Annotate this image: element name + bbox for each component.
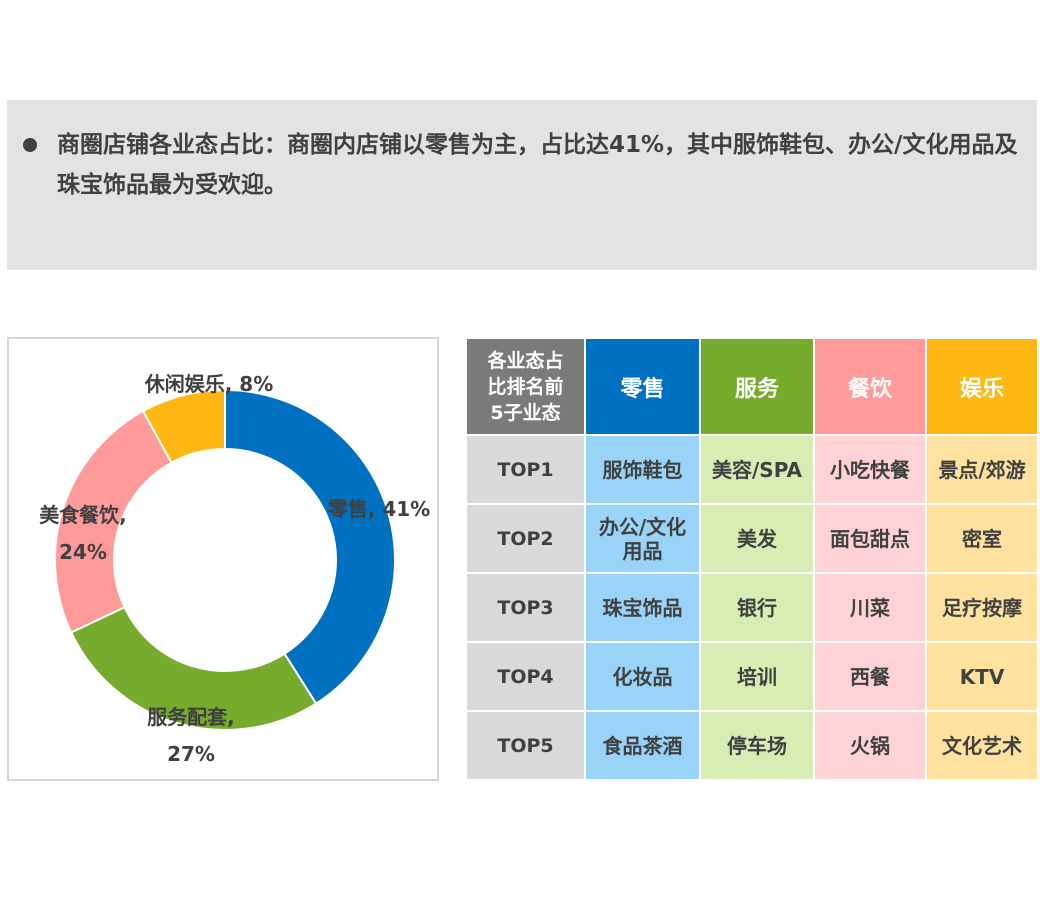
table-row: TOP2 办公/文化用品 美发 面包甜点 密室 bbox=[465, 503, 1039, 574]
rank-label: TOP1 bbox=[465, 434, 586, 505]
bullet-icon bbox=[23, 138, 37, 152]
donut-slice-service bbox=[69, 605, 318, 731]
column-header-entertainment: 娱乐 bbox=[925, 337, 1039, 436]
table-cell: 美容/SPA bbox=[699, 434, 815, 505]
corner-label: 各业态占比排名前5子业态 bbox=[487, 349, 564, 424]
table-cell: 珠宝饰品 bbox=[584, 572, 701, 643]
donut-chart: 零售, 41% 服务配套, 27% 美食餐饮, 24% 休闲娱乐, 8% bbox=[39, 372, 430, 766]
rank-label: TOP2 bbox=[465, 503, 586, 574]
data-label-service: 服务配套, 27% bbox=[147, 705, 235, 766]
rank-label: TOP5 bbox=[465, 710, 586, 781]
data-label-dining: 美食餐饮, 24% bbox=[39, 503, 127, 564]
table-cell: 服饰鞋包 bbox=[584, 434, 701, 505]
donut-slice-retail bbox=[224, 388, 397, 705]
rank-label: TOP4 bbox=[465, 641, 586, 712]
table-cell: 办公/文化用品 bbox=[584, 503, 701, 574]
data-label-entertainment: 休闲娱乐, 8% bbox=[144, 372, 274, 396]
table-header-row: 各业态占比排名前5子业态 零售 服务 餐饮 娱乐 bbox=[465, 337, 1039, 436]
table-row: TOP5 食品茶酒 停车场 火锅 文化艺术 bbox=[465, 710, 1039, 781]
table-cell: 停车场 bbox=[699, 710, 815, 781]
column-header-dining: 餐饮 bbox=[813, 337, 927, 436]
table-cell: 密室 bbox=[925, 503, 1039, 574]
table-row: TOP3 珠宝饰品 银行 川菜 足疗按摩 bbox=[465, 572, 1039, 643]
table-cell: 西餐 bbox=[813, 641, 927, 712]
table-cell: 化妆品 bbox=[584, 641, 701, 712]
table-cell: 小吃快餐 bbox=[813, 434, 927, 505]
summary-text: 商圈店铺各业态占比：商圈内店铺以零售为主，占比达41%，其中服饰鞋包、办公/文化… bbox=[57, 132, 1018, 198]
table-cell: 银行 bbox=[699, 572, 815, 643]
table-row: TOP1 服饰鞋包 美容/SPA 小吃快餐 景点/郊游 bbox=[465, 434, 1039, 505]
data-label-retail: 零售, 41% bbox=[327, 497, 430, 521]
table-cell: 火锅 bbox=[813, 710, 927, 781]
table-cell: 美发 bbox=[699, 503, 815, 574]
rank-label: TOP3 bbox=[465, 572, 586, 643]
table-cell: 食品茶酒 bbox=[584, 710, 701, 781]
subcategory-table-panel: 各业态占比排名前5子业态 零售 服务 餐饮 娱乐 TOP1 服饰鞋包 美容/SP… bbox=[465, 337, 1039, 781]
table-cell: KTV bbox=[925, 641, 1039, 712]
table-cell: 足疗按摩 bbox=[925, 572, 1039, 643]
donut-chart-panel: 零售, 41% 服务配套, 27% 美食餐饮, 24% 休闲娱乐, 8% bbox=[7, 337, 439, 781]
table-cell: 培训 bbox=[699, 641, 815, 712]
table-cell: 面包甜点 bbox=[813, 503, 927, 574]
table-cell: 川菜 bbox=[813, 572, 927, 643]
column-header-service: 服务 bbox=[699, 337, 815, 436]
table-corner-header: 各业态占比排名前5子业态 bbox=[465, 337, 586, 436]
table-row: TOP4 化妆品 培训 西餐 KTV bbox=[465, 641, 1039, 712]
subcategory-ranking-table: 各业态占比排名前5子业态 零售 服务 餐饮 娱乐 TOP1 服饰鞋包 美容/SP… bbox=[465, 337, 1039, 781]
table-cell-text: 办公/文化用品 bbox=[598, 514, 687, 563]
donut-slice-entertainment bbox=[141, 388, 226, 465]
table-cell: 景点/郊游 bbox=[925, 434, 1039, 505]
table-cell: 文化艺术 bbox=[925, 710, 1039, 781]
summary-note: 商圈店铺各业态占比：商圈内店铺以零售为主，占比达41%，其中服饰鞋包、办公/文化… bbox=[7, 100, 1037, 270]
column-header-retail: 零售 bbox=[584, 337, 701, 436]
